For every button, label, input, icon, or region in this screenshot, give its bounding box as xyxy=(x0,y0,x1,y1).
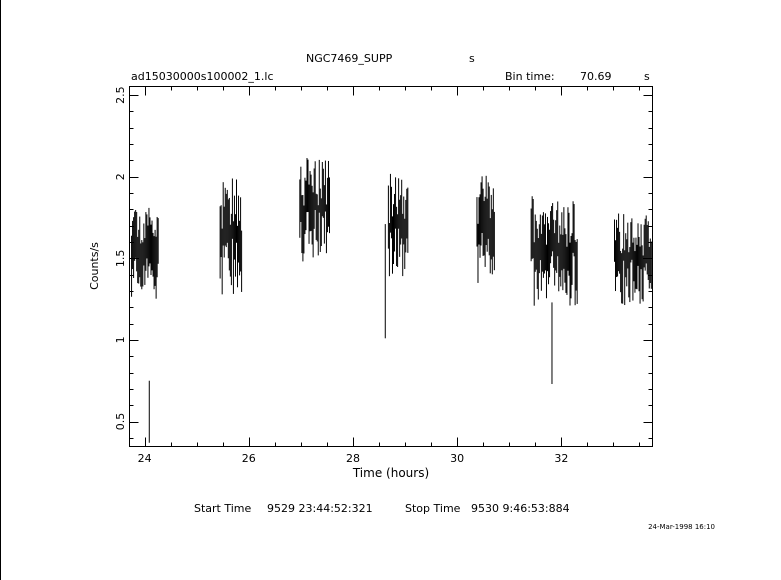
bin-time-value: 70.69 xyxy=(580,70,612,83)
x-tick-label: 26 xyxy=(242,452,256,465)
instrument-label: s xyxy=(469,52,475,65)
x-tick-label: 28 xyxy=(346,452,360,465)
axis-ticks xyxy=(129,86,653,447)
bin-time-unit: s xyxy=(644,70,650,83)
x-axis-label: Time (hours) xyxy=(352,466,429,480)
axis-tick-labels: 24 26 28 30 32 0.5 1 1.5 2 2.5 xyxy=(114,86,568,465)
chart-title: NGC7469_SUPP xyxy=(306,52,393,65)
y-tick-label: 2 xyxy=(114,173,127,180)
stop-time-value: 9530 9:46:53:884 xyxy=(471,502,570,515)
start-time-label: Start Time xyxy=(194,502,252,515)
data-points xyxy=(131,157,652,443)
plot-frame xyxy=(129,86,653,447)
stop-time-label: Stop Time xyxy=(405,502,461,515)
start-time-value: 9529 23:44:52:321 xyxy=(267,502,373,515)
y-tick-label: 1 xyxy=(114,336,127,343)
x-tick-label: 30 xyxy=(450,452,464,465)
y-tick-label: 1.5 xyxy=(114,250,127,268)
y-tick-label: 0.5 xyxy=(114,413,127,431)
plot-date-label: 24-Mar-1998 16:10 xyxy=(648,523,715,531)
y-tick-label: 2.5 xyxy=(114,86,127,104)
x-tick-label: 32 xyxy=(554,452,568,465)
x-tick-label: 24 xyxy=(138,452,152,465)
bin-time-label: Bin time: xyxy=(505,70,555,83)
y-axis-label: Counts/s xyxy=(88,242,101,290)
filename-label: ad15030000s100002_1.lc xyxy=(131,70,274,83)
